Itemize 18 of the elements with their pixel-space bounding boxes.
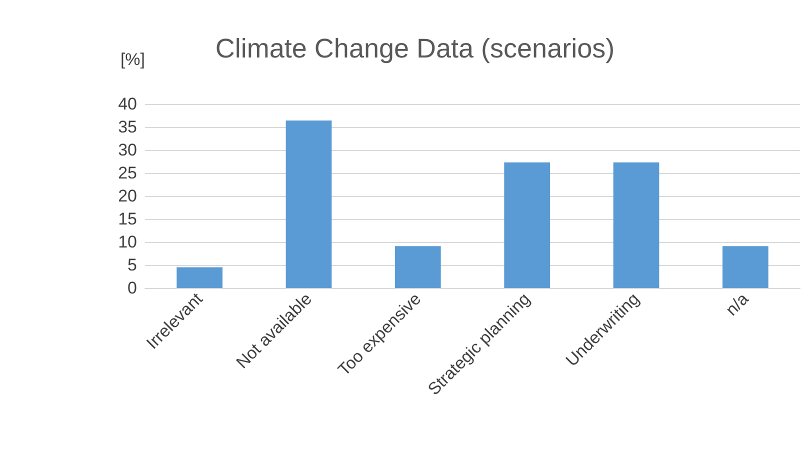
y-tick-label: 0 [128,278,137,298]
y-tick-label: 35 [118,118,137,136]
y-tick-label: 15 [118,210,137,228]
y-tick-label: 20 [118,186,137,206]
y-tick-label: 5 [128,256,137,274]
chart-title: Climate Change Data (scenarios) [215,34,615,64]
bar [394,246,441,288]
x-tick-label: n/a [722,288,753,320]
bar [613,162,660,288]
bar [286,120,332,288]
bar [722,246,768,288]
y-tick-label: 25 [118,164,137,182]
y-tick-label: 10 [118,232,137,252]
y-tick-label: 30 [118,140,137,160]
y-axis-title: [%] [120,50,145,69]
bar [504,162,550,288]
y-tick-label: 40 [118,94,137,114]
bar [176,267,223,288]
